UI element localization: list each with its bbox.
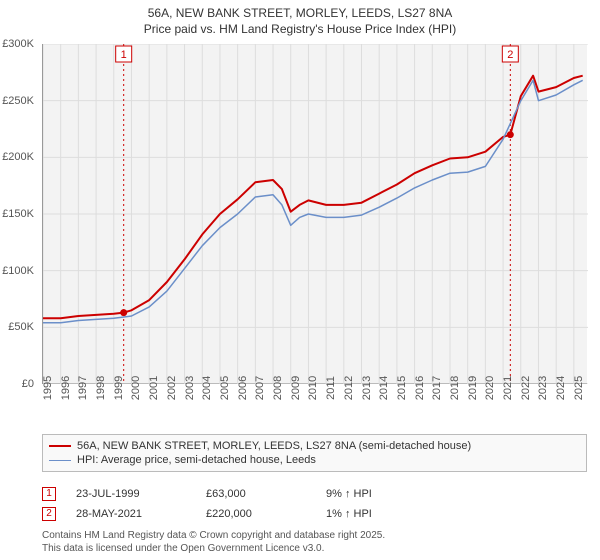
sale-price: £63,000 (206, 488, 326, 500)
x-tick-label: 2002 (166, 376, 178, 400)
x-tick-label: 2023 (537, 376, 549, 400)
x-tick-label: 1999 (113, 376, 125, 400)
y-tick-label: £250K (2, 95, 34, 107)
x-tick-label: 2016 (414, 376, 426, 400)
sale-date: 28-MAY-2021 (76, 508, 206, 520)
y-tick-label: £100K (2, 265, 34, 277)
y-tick-label: £50K (8, 321, 34, 333)
y-tick-label: £150K (2, 208, 34, 220)
sale-diff: 9% ↑ HPI (326, 488, 406, 500)
x-tick-label: 1998 (95, 376, 107, 400)
x-tick-label: 2001 (148, 376, 160, 400)
x-tick-label: 2000 (130, 376, 142, 400)
x-tick-label: 2010 (307, 376, 319, 400)
x-tick-label: 2022 (520, 376, 532, 400)
chart-region: 12 £0£50K£100K£150K£200K£250K£300K 19951… (42, 44, 587, 384)
footer-line1: Contains HM Land Registry data © Crown c… (42, 530, 385, 543)
sale-marker-icon: 1 (42, 487, 56, 501)
chart-title: 56A, NEW BANK STREET, MORLEY, LEEDS, LS2… (0, 0, 600, 37)
sale-marker-icon: 2 (42, 507, 56, 521)
sale-row: 2 28-MAY-2021£220,0001% ↑ HPI (42, 504, 406, 524)
legend-swatch (49, 445, 71, 447)
legend-item: 56A, NEW BANK STREET, MORLEY, LEEDS, LS2… (49, 439, 580, 453)
plot-area: 12 (42, 44, 587, 384)
x-tick-label: 2020 (484, 376, 496, 400)
x-tick-label: 2012 (343, 376, 355, 400)
y-tick-label: £200K (2, 151, 34, 163)
x-tick-label: 1997 (77, 376, 89, 400)
x-tick-label: 2015 (396, 376, 408, 400)
y-axis: £0£50K£100K£150K£200K£250K£300K (0, 44, 38, 384)
sale-diff: 1% ↑ HPI (326, 508, 406, 520)
x-tick-label: 2021 (502, 376, 514, 400)
footer-line2: This data is licensed under the Open Gov… (42, 543, 385, 556)
y-tick-label: £300K (2, 38, 34, 50)
sales-table: 1 23-JUL-1999£63,0009% ↑ HPI 2 28-MAY-2021£… (42, 484, 406, 524)
x-tick-label: 2004 (201, 376, 213, 400)
x-tick-label: 2005 (219, 376, 231, 400)
legend: 56A, NEW BANK STREET, MORLEY, LEEDS, LS2… (42, 434, 587, 472)
title-line1: 56A, NEW BANK STREET, MORLEY, LEEDS, LS2… (0, 6, 600, 22)
x-tick-label: 2014 (378, 376, 390, 400)
x-tick-label: 2013 (361, 376, 373, 400)
legend-label: 56A, NEW BANK STREET, MORLEY, LEEDS, LS2… (77, 440, 471, 452)
x-tick-label: 2025 (573, 376, 585, 400)
x-tick-label: 2003 (184, 376, 196, 400)
x-tick-label: 2018 (449, 376, 461, 400)
title-line2: Price paid vs. HM Land Registry's House … (0, 22, 600, 38)
plot-svg: 12 (43, 44, 588, 384)
legend-swatch (49, 460, 71, 461)
x-tick-label: 2024 (555, 376, 567, 400)
legend-item: HPI: Average price, semi-detached house,… (49, 453, 580, 467)
y-tick-label: £0 (22, 378, 34, 390)
legend-label: HPI: Average price, semi-detached house,… (77, 454, 316, 466)
x-tick-label: 2007 (254, 376, 266, 400)
x-axis: 1995199619971998199920002001200220032004… (42, 384, 587, 434)
sale-price: £220,000 (206, 508, 326, 520)
x-tick-label: 2017 (431, 376, 443, 400)
x-tick-label: 1995 (42, 376, 54, 400)
sale-row: 1 23-JUL-1999£63,0009% ↑ HPI (42, 484, 406, 504)
x-tick-label: 2008 (272, 376, 284, 400)
sale-date: 23-JUL-1999 (76, 488, 206, 500)
x-tick-label: 1996 (60, 376, 72, 400)
svg-text:2: 2 (507, 49, 513, 61)
x-tick-label: 2019 (467, 376, 479, 400)
svg-text:1: 1 (121, 49, 127, 61)
x-tick-label: 2009 (290, 376, 302, 400)
x-tick-label: 2006 (237, 376, 249, 400)
x-tick-label: 2011 (325, 376, 337, 400)
footer: Contains HM Land Registry data © Crown c… (42, 530, 385, 555)
